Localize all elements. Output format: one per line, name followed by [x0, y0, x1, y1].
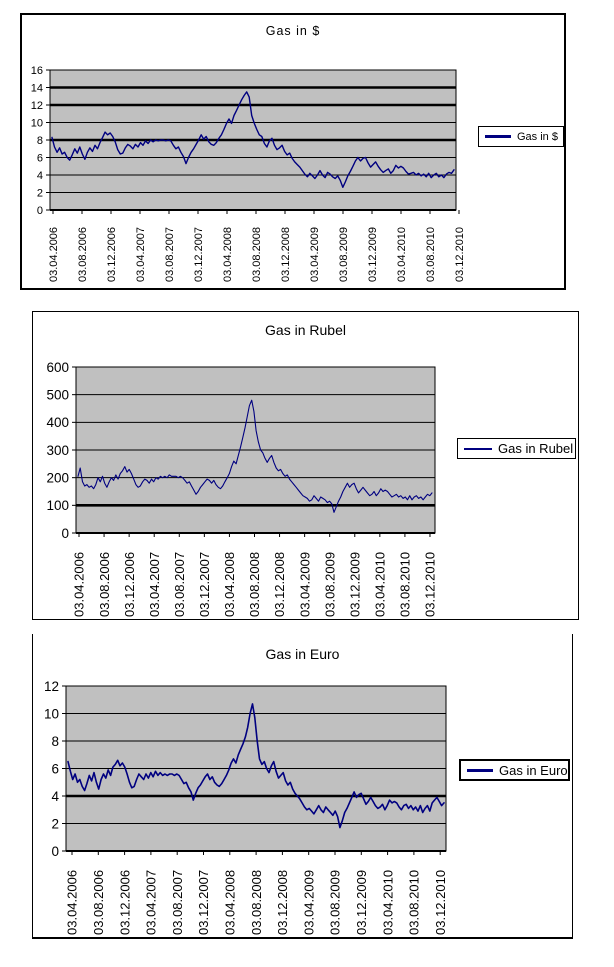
x-tick-label: 03.12.2007 — [193, 227, 205, 282]
y-tick-label: 600 — [46, 360, 69, 375]
chart-title: Gas in $ — [265, 24, 321, 38]
x-tick-label: 03.12.2006 — [106, 227, 118, 282]
x-tick-label: 03.12.2009 — [347, 552, 362, 617]
plot-area: 0 2 4 6 8 10 12 03.04.2006 03.08.2006 03.12.2006 0… — [44, 679, 448, 935]
x-tick-label: 03.12.2009 — [354, 870, 369, 935]
legend: Gas in $ — [478, 126, 564, 147]
legend-line-marker — [485, 135, 511, 138]
y-tick-label: 16 — [31, 65, 43, 77]
y-tick-label: 300 — [46, 443, 69, 458]
x-tick-label: 03.08.2006 — [91, 870, 106, 935]
y-tick-label: 14 — [31, 82, 43, 94]
x-tick-label: 03.08.2008 — [247, 552, 262, 617]
plot-area: 0 100 200 300 400 500 600 03.04.2006 03.08.2006 0… — [46, 360, 438, 617]
x-tick-label: 03.04.2010 — [373, 552, 388, 617]
y-tick-label: 6 — [37, 152, 43, 164]
data-series-line — [77, 399, 433, 513]
x-tick-label: 03.12.2010 — [423, 552, 438, 617]
legend-label: Gas in $ — [517, 130, 558, 143]
x-tick-label: 03.08.2007 — [172, 552, 187, 617]
y-tick-label: 8 — [51, 734, 59, 749]
y-tick-label: 12 — [44, 679, 59, 694]
y-tick-label: 200 — [46, 471, 69, 486]
x-tick-label: 03.08.2008 — [251, 227, 263, 282]
data-series-line — [67, 703, 445, 829]
chart-gas-in-euro[interactable]: Gas in Euro 0 2 4 6 8 10 12 03.04.2006 03.08.200… — [32, 634, 573, 939]
x-tick-label: 03.04.2007 — [147, 552, 162, 617]
x-tick-label: 03.04.2007 — [144, 870, 159, 935]
x-tick-label: 03.04.2008 — [222, 552, 237, 617]
y-tick-label: 2 — [37, 187, 43, 199]
x-tick-label: 03.08.2010 — [398, 552, 413, 617]
x-tick-label: 03.04.2009 — [309, 227, 321, 282]
y-tick-label: 0 — [61, 526, 69, 541]
y-tick-label: 8 — [37, 135, 43, 147]
x-tick-label: 03.12.2007 — [197, 552, 212, 617]
legend: Gas in Rubel — [457, 438, 576, 459]
x-tick-label: 03.12.2007 — [196, 870, 211, 935]
x-tick-label: 03.08.2010 — [425, 227, 437, 282]
x-tick-label: 03.12.2008 — [275, 870, 290, 935]
x-tick-label: 03.12.2009 — [367, 227, 379, 282]
y-tick-label: 0 — [51, 844, 59, 859]
x-tick-label: 03.12.2010 — [454, 227, 466, 282]
x-tick-label: 03.12.2006 — [122, 552, 137, 617]
x-tick-label: 03.12.2006 — [117, 870, 132, 935]
x-tick-label: 03.04.2006 — [48, 227, 60, 282]
x-tick-label: 03.12.2010 — [433, 870, 448, 935]
legend-line-marker — [467, 768, 493, 772]
chart-title: Gas in Rubel — [265, 322, 346, 338]
x-tick-label: 03.04.2010 — [380, 870, 395, 935]
y-tick-label: 12 — [31, 100, 43, 112]
y-tick-label: 0 — [37, 205, 43, 217]
x-tick-label: 03.08.2009 — [328, 870, 343, 935]
y-tick-label: 500 — [46, 388, 69, 403]
y-tick-label: 10 — [44, 706, 59, 721]
data-series-line — [51, 91, 455, 189]
chart-gas-in-dollar[interactable]: Gas in $ 0 2 4 6 8 10 12 14 16 03.04.2006 03.08.20… — [20, 13, 566, 290]
x-tick-label: 03.04.2006 — [65, 870, 80, 935]
x-tick-label: 03.08.2010 — [407, 870, 422, 935]
legend-label: Gas in Rubel — [498, 441, 574, 456]
chart-gas-in-rubel[interactable]: Gas in Rubel 0 100 200 300 400 500 600 03.04.20… — [32, 311, 579, 620]
y-tick-label: 4 — [37, 170, 43, 182]
y-tick-label: 100 — [46, 498, 69, 513]
legend-label: Gas in Euro — [499, 762, 568, 778]
chart-title: Gas in Euro — [265, 646, 340, 662]
x-tick-label: 03.12.2008 — [280, 227, 292, 282]
x-tick-label: 03.04.2008 — [222, 227, 234, 282]
x-tick-label: 03.08.2007 — [170, 870, 185, 935]
y-tick-label: 400 — [46, 415, 69, 430]
y-tick-label: 4 — [51, 789, 59, 804]
legend: Gas in Euro — [459, 759, 570, 781]
y-tick-label: 6 — [51, 761, 59, 776]
y-tick-label: 2 — [51, 816, 59, 831]
x-tick-label: 03.08.2008 — [249, 870, 264, 935]
x-tick-label: 03.04.2009 — [301, 870, 316, 935]
x-tick-label: 03.08.2006 — [77, 227, 89, 282]
y-tick-label: 10 — [31, 117, 43, 129]
legend-line-marker — [464, 447, 492, 450]
x-tick-label: 03.12.2008 — [272, 552, 287, 617]
plot-area: 0 2 4 6 8 10 12 14 16 03.04.2006 03.08.2006 03.12.2… — [31, 65, 466, 282]
x-tick-label: 03.04.2007 — [135, 227, 147, 282]
x-tick-label: 03.04.2006 — [72, 552, 87, 617]
x-tick-label: 03.04.2008 — [222, 870, 237, 935]
x-tick-label: 03.04.2010 — [396, 227, 408, 282]
x-tick-label: 03.08.2007 — [164, 227, 176, 282]
x-tick-label: 03.08.2006 — [97, 552, 112, 617]
x-tick-label: 03.04.2009 — [297, 552, 312, 617]
x-tick-label: 03.08.2009 — [338, 227, 350, 282]
x-tick-label: 03.08.2009 — [322, 552, 337, 617]
